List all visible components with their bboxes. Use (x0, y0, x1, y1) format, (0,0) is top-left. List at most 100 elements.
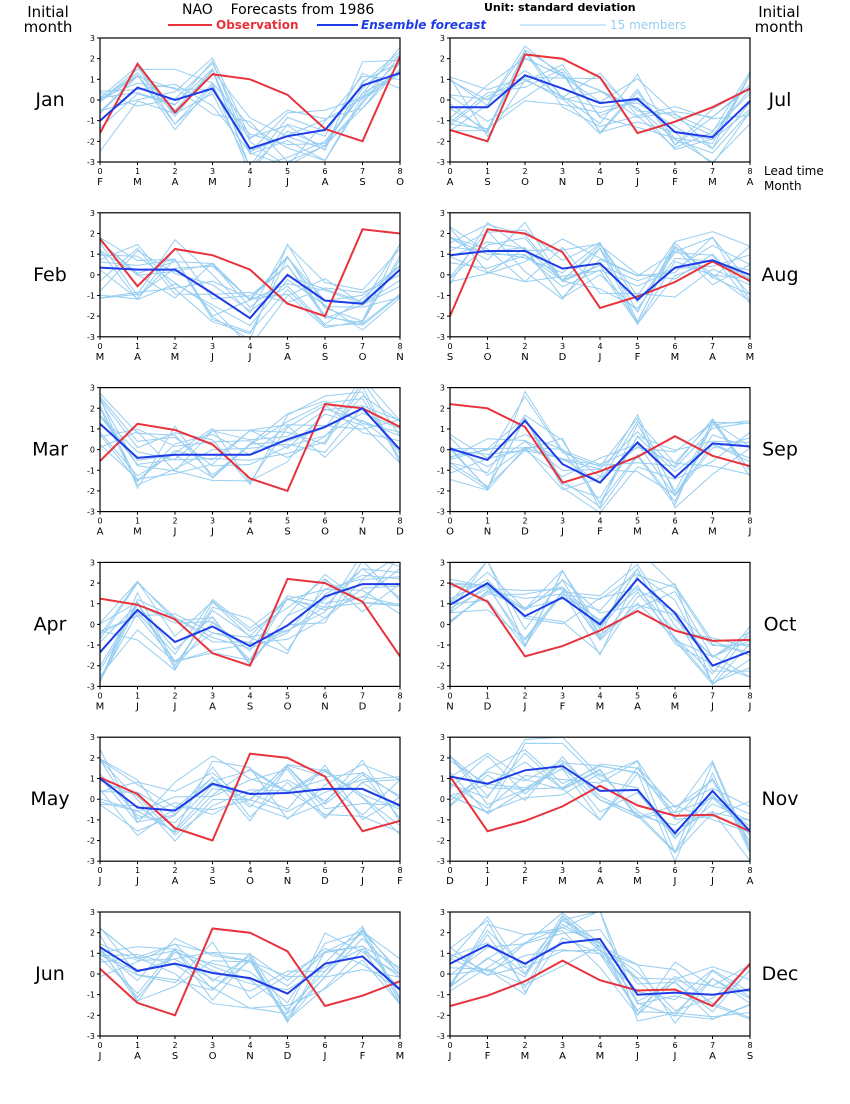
lead-time-tick-label: 8 (747, 1041, 752, 1050)
lead-time-tick-label: 0 (447, 167, 452, 176)
lead-time-tick-label: 6 (322, 866, 327, 875)
initial-month-label-right-line1: Initial (758, 3, 800, 21)
lead-time-tick-label: 0 (447, 1041, 452, 1050)
month-tick-label: D (284, 1051, 292, 1062)
y-tick-label: 2 (440, 754, 445, 763)
member-line (100, 413, 400, 480)
month-tick-label: O (484, 352, 492, 363)
observation-line (450, 775, 750, 833)
member-line (100, 247, 400, 304)
initial-month-aug: Aug (761, 264, 798, 286)
y-tick-label: 0 (90, 446, 95, 455)
y-tick-label: 2 (440, 229, 445, 238)
y-tick-label: -1 (437, 641, 445, 650)
member-line (450, 440, 750, 496)
initial-month-label-left-line1: Initial (27, 3, 69, 21)
member-line (450, 236, 750, 302)
member-line (100, 927, 400, 1005)
lead-time-tick-label: 0 (97, 1041, 102, 1050)
lead-time-tick-label: 6 (672, 866, 677, 875)
member-line (100, 574, 400, 670)
member-line (100, 387, 400, 461)
y-tick-label: -3 (87, 158, 95, 167)
y-tick-label: -2 (437, 662, 445, 671)
lead-time-tick-label: 0 (97, 517, 102, 526)
y-tick-label: -2 (87, 662, 95, 671)
member-line (450, 71, 750, 141)
y-tick-label: 0 (440, 795, 445, 804)
month-tick-label: O (284, 701, 292, 712)
lead-time-tick-label: 2 (522, 517, 527, 526)
month-tick-label: F (635, 352, 641, 363)
y-tick-label: -2 (87, 1011, 95, 1020)
lead-time-tick-label: 2 (522, 691, 527, 700)
member-line (450, 562, 750, 678)
y-tick-label: 3 (440, 558, 445, 567)
month-tick-label: J (748, 527, 752, 538)
member-line (450, 422, 750, 470)
member-line (450, 749, 750, 862)
y-tick-label: -2 (437, 312, 445, 321)
lead-time-tick-label: 1 (135, 691, 140, 700)
lead-time-tick-label: 2 (172, 691, 177, 700)
y-tick-label: -2 (437, 1011, 445, 1020)
lead-time-tick-label: 8 (397, 866, 402, 875)
member-line (450, 73, 750, 146)
member-line (100, 400, 400, 478)
initial-month-jan: Jan (34, 89, 64, 111)
y-tick-label: -2 (437, 137, 445, 146)
member-line (100, 68, 400, 162)
lead-time-tick-label: 2 (522, 342, 527, 351)
member-line (100, 61, 400, 150)
y-tick-label: 0 (440, 970, 445, 979)
ensemble-forecast-line (100, 72, 400, 150)
member-line (450, 236, 750, 298)
y-tick-label: -3 (87, 682, 95, 691)
y-tick-label: 0 (440, 271, 445, 280)
member-line (450, 244, 750, 288)
member-line (450, 237, 750, 324)
month-tick-label: O (321, 527, 329, 538)
month-tick-label: D (521, 527, 529, 538)
lead-time-tick-label: 3 (560, 342, 565, 351)
month-tick-label: M (96, 701, 105, 712)
panels: -3-2-101230F1M2A3M4J5J6A7S8OJan-3-2-1012… (30, 34, 798, 1062)
lead-time-tick-label: 3 (560, 167, 565, 176)
member-line (450, 99, 750, 162)
lead-time-tick-label: 7 (710, 167, 715, 176)
month-tick-label: D (596, 177, 604, 188)
y-tick-label: 2 (90, 404, 95, 413)
lead-time-tick-label: 7 (710, 691, 715, 700)
month-tick-label: F (672, 177, 678, 188)
y-tick-label: -2 (87, 837, 95, 846)
y-tick-label: 2 (440, 579, 445, 588)
member-line (100, 937, 400, 982)
y-tick-label: 1 (440, 425, 445, 434)
month-tick-label: J (98, 876, 102, 887)
member-line (100, 925, 400, 1019)
lead-time-tick-label: 5 (635, 866, 640, 875)
initial-month-mar: Mar (32, 439, 68, 461)
ensemble-forecast-line (450, 250, 750, 301)
y-tick-label: 1 (90, 600, 95, 609)
y-tick-label: 0 (90, 970, 95, 979)
ensemble-forecast-line (100, 407, 400, 459)
member-line (100, 62, 400, 162)
y-tick-label: 2 (440, 929, 445, 938)
member-lines (100, 237, 400, 337)
y-tick-label: 2 (90, 929, 95, 938)
month-tick-label: J (523, 701, 527, 712)
month-tick-label: M (708, 177, 717, 188)
member-line (100, 419, 400, 483)
ensemble-forecast-line (100, 946, 400, 995)
lead-time-tick-label: 7 (360, 342, 365, 351)
initial-month-oct: Oct (764, 613, 797, 635)
lead-time-label: Lead time (764, 164, 824, 178)
y-tick-label: -3 (437, 333, 445, 342)
month-tick-label: J (210, 352, 214, 363)
month-tick-label: M (708, 527, 717, 538)
